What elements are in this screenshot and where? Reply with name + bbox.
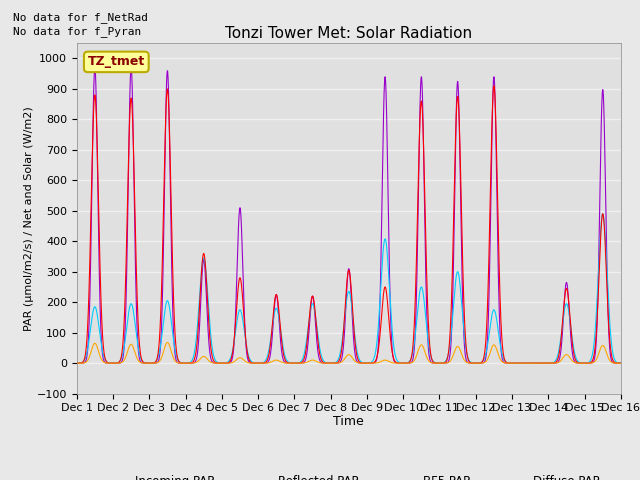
X-axis label: Time: Time bbox=[333, 415, 364, 428]
Y-axis label: PAR (μmol/m2/s) / Net and Solar (W/m2): PAR (μmol/m2/s) / Net and Solar (W/m2) bbox=[24, 106, 34, 331]
Text: No data for f_Pyran: No data for f_Pyran bbox=[13, 26, 141, 37]
Legend: Incoming PAR, Reflected PAR, BF5 PAR, Diffuse PAR: Incoming PAR, Reflected PAR, BF5 PAR, Di… bbox=[92, 470, 606, 480]
Title: Tonzi Tower Met: Solar Radiation: Tonzi Tower Met: Solar Radiation bbox=[225, 25, 472, 41]
Text: No data for f_NetRad: No data for f_NetRad bbox=[13, 12, 148, 23]
Text: TZ_tmet: TZ_tmet bbox=[88, 55, 145, 68]
